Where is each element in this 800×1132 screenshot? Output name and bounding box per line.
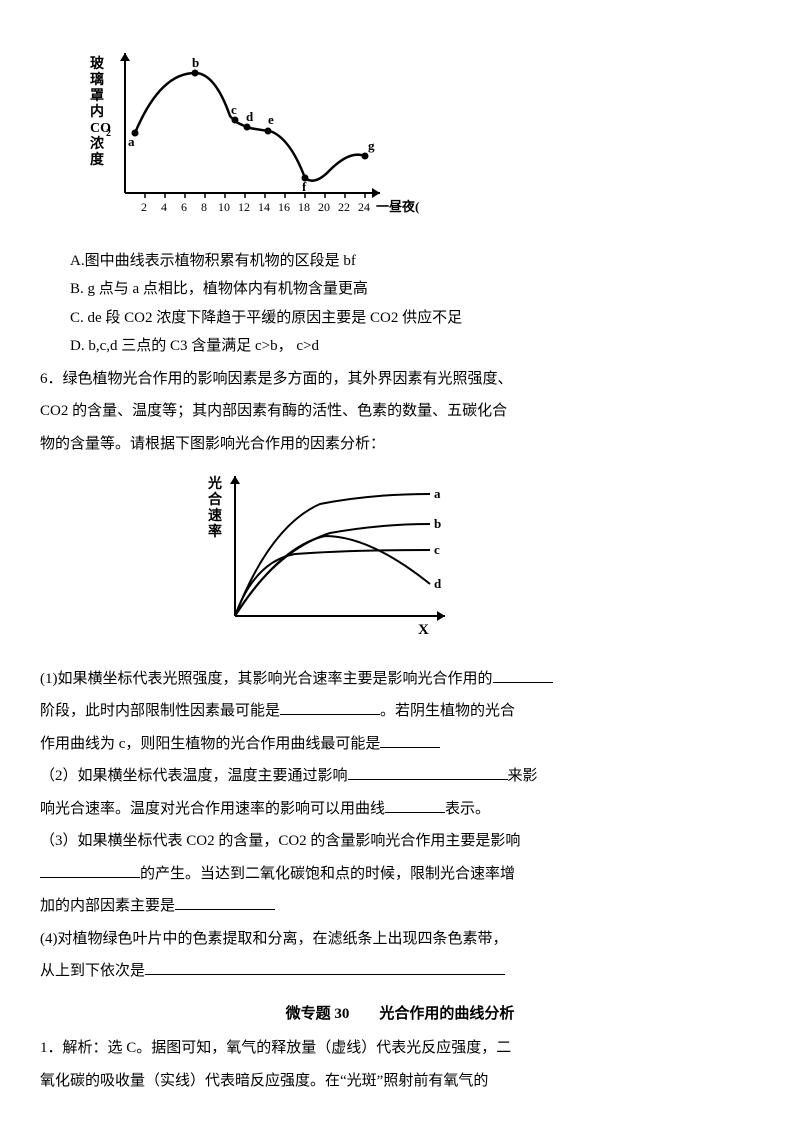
svg-text:b: b [192, 55, 199, 70]
svg-text:璃: 璃 [90, 71, 104, 88]
svg-text:4: 4 [161, 200, 167, 214]
svg-text:d: d [246, 109, 254, 124]
blank-1b [280, 699, 380, 715]
q6-2b-text: 来影 [508, 768, 538, 784]
q6-1b-text: 阶段，此时内部限制性因素最可能是 [40, 703, 280, 719]
q6-3-line2: 的产生。当达到二氧化碳饱和点的时候，限制光合速率增 [40, 860, 760, 889]
q6-4a-text: (4)对植物绿色叶片中的色素提取和分离，在滤纸条上出现四条色素带， [40, 931, 508, 947]
blank-2c [385, 797, 445, 813]
q6-1-line3: 作用曲线为 c，则阳生植物的光合作用曲线最可能是 [40, 730, 760, 759]
blank-1d [380, 732, 440, 748]
svg-text:度: 度 [90, 151, 105, 168]
blank-3c [175, 894, 275, 910]
svg-text:一昼夜(h): 一昼夜(h) [376, 199, 420, 214]
svg-text:8: 8 [201, 200, 207, 214]
svg-text:10: 10 [218, 200, 230, 214]
svg-text:2: 2 [141, 200, 147, 214]
svg-text:内: 内 [90, 103, 104, 120]
svg-text:率: 率 [208, 523, 222, 540]
q6-4b-text: 从上到下依次是 [40, 963, 145, 979]
option-d: D. b,c,d 三点的 C3 含量满足 c>b， c>d [70, 332, 760, 361]
q6-3b-text: 的产生。当达到二氧化碳饱和点的时候，限制光合速率增 [140, 866, 515, 882]
svg-text:浓: 浓 [90, 135, 105, 152]
q6-3c-text: 加的内部因素主要是 [40, 898, 175, 914]
svg-text:f: f [302, 179, 307, 194]
svg-text:a: a [128, 134, 135, 149]
q6-2a-text: （2）如果横坐标代表温度，温度主要通过影响 [40, 768, 348, 784]
q6-3a-text: （3）如果横坐标代表 CO2 的含量，CO2 的含量影响光合作用主要是影响 [40, 833, 520, 849]
q6-1-line1: (1)如果横坐标代表光照强度，其影响光合速率主要是影响光合作用的 [40, 665, 760, 694]
co2-chart: 玻 璃 罩 内 CO 2 浓 度 2 4 6 8 10 12 14 16 18 … [80, 38, 760, 239]
ans1-line2: 氧化碳的吸收量（实线）代表暗反应强度。在“光斑”照射前有氧气的 [40, 1067, 760, 1096]
svg-text:12: 12 [238, 200, 250, 214]
svg-text:c: c [434, 542, 440, 557]
svg-text:光: 光 [207, 475, 222, 492]
svg-text:16: 16 [278, 200, 290, 214]
q6-2-line2: 响光合速率。温度对光合作用速率的影响可以用曲线 表示。 [40, 795, 760, 824]
q6-4-line1: (4)对植物绿色叶片中的色素提取和分离，在滤纸条上出现四条色素带， [40, 925, 760, 954]
svg-text:X: X [418, 622, 429, 638]
option-c: C. de 段 CO2 浓度下降趋于平缓的原因主要是 CO2 供应不足 [70, 304, 760, 333]
svg-text:c: c [231, 102, 237, 117]
photosynthesis-rate-chart: 光 合 速 率 X a b c d [200, 466, 760, 657]
blank-4 [145, 959, 505, 975]
svg-text:14: 14 [258, 200, 270, 214]
svg-text:b: b [434, 516, 441, 531]
q6-line1: 6．绿色植物光合作用的影响因素是多方面的，其外界因素有光照强度、 [40, 365, 760, 394]
svg-text:a: a [434, 486, 441, 501]
blank-1a [493, 667, 553, 683]
q6-4-line2: 从上到下依次是 [40, 957, 760, 986]
svg-text:2: 2 [106, 128, 111, 139]
svg-text:22: 22 [338, 200, 350, 214]
q6-line2: CO2 的含量、温度等；其内部因素有酶的活性、色素的数量、五碳化合 [40, 397, 760, 426]
svg-text:6: 6 [181, 200, 187, 214]
svg-text:速: 速 [208, 507, 222, 524]
section-title: 微专题 30 光合作用的曲线分析 [40, 1000, 760, 1029]
blank-2a [348, 764, 508, 780]
q6-3-line1: （3）如果横坐标代表 CO2 的含量，CO2 的含量影响光合作用主要是影响 [40, 827, 760, 856]
q6-line3: 物的含量等。请根据下图影响光合作用的因素分析： [40, 430, 760, 459]
svg-text:20: 20 [318, 200, 330, 214]
svg-text:玻: 玻 [90, 55, 105, 72]
svg-text:罩: 罩 [90, 88, 104, 104]
svg-text:g: g [368, 138, 375, 153]
q6-2c-text: 响光合速率。温度对光合作用速率的影响可以用曲线 [40, 801, 385, 817]
svg-text:d: d [434, 576, 442, 591]
option-b: B. g 点与 a 点相比，植物体内有机物含量更高 [70, 275, 760, 304]
q6-1-line2: 阶段，此时内部限制性因素最可能是 。若阴生植物的光合 [40, 697, 760, 726]
q6-1a-text: (1)如果横坐标代表光照强度，其影响光合速率主要是影响光合作用的 [40, 671, 493, 687]
q6-1c-text: 。若阴生植物的光合 [380, 703, 515, 719]
q6-2d-text: 表示。 [445, 801, 490, 817]
ans1-line1: 1．解析：选 C。据图可知，氧气的释放量（虚线）代表光反应强度，二 [40, 1034, 760, 1063]
svg-text:e: e [268, 112, 274, 127]
blank-3a [40, 862, 140, 878]
q6-2-line1: （2）如果横坐标代表温度，温度主要通过影响 来影 [40, 762, 760, 791]
svg-text:18: 18 [298, 200, 310, 214]
q6-3-line3: 加的内部因素主要是 [40, 892, 760, 921]
svg-text:24: 24 [358, 200, 370, 214]
q6-1d-text: 作用曲线为 c，则阳生植物的光合作用曲线最可能是 [40, 736, 380, 752]
option-a: A.图中曲线表示植物积累有机物的区段是 bf [70, 247, 760, 276]
svg-text:合: 合 [208, 491, 223, 508]
